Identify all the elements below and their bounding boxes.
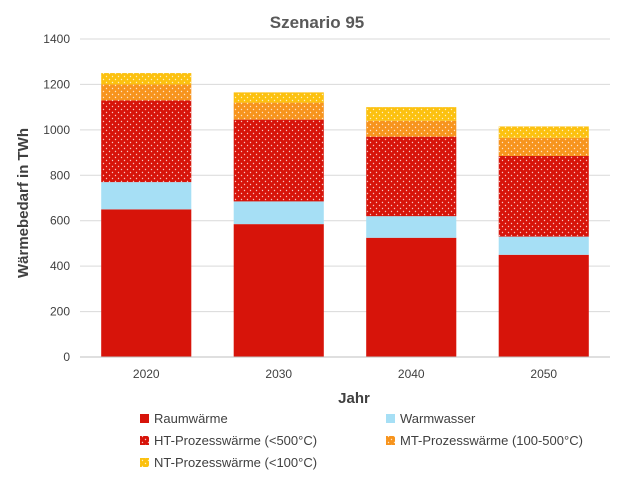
y-tick-label: 1400 <box>43 32 70 46</box>
y-axis-ticks: 0 200 400 600 800 1000 1200 1400 <box>43 32 70 364</box>
legend-label-raumw-rme: Raumwärme <box>154 411 228 426</box>
legend-swatch-nt-prozessw-rme-100-c <box>140 458 149 467</box>
bar-2020-mt-prozessw-rme-100-500-c <box>101 84 192 101</box>
x-axis-ticks: 2020 2030 2040 2050 <box>133 367 558 381</box>
y-tick-label: 800 <box>50 168 70 182</box>
bar-2050-ht-prozessw-rme-500-c <box>498 155 589 237</box>
y-tick-label: 1000 <box>43 123 70 137</box>
bar-2050-mt-prozessw-rme-100-500-c <box>498 137 589 156</box>
legend-swatch-raumw-rme <box>140 414 149 423</box>
legend-swatch-ht-prozessw-rme-500-c <box>140 436 149 445</box>
x-axis-title: Jahr <box>338 390 370 407</box>
bars <box>101 73 589 357</box>
legend-swatch-warmwasser <box>386 414 395 423</box>
bar-2020-ht-prozessw-rme-500-c <box>101 100 192 183</box>
y-tick-label: 600 <box>50 214 70 228</box>
bar-2040-warmwasser <box>366 216 457 238</box>
y-axis-title: Wärmebedarf in TWh <box>15 128 32 278</box>
bar-2040-ht-prozessw-rme-500-c <box>366 136 457 217</box>
legend: Raumwärme Warmwasser HT-Prozesswärme (<500… <box>140 411 583 470</box>
bar-2040-raumw-rme <box>366 237 457 357</box>
bar-2030-nt-prozessw-rme-100-c <box>233 92 324 103</box>
bar-2030-ht-prozessw-rme-500-c <box>233 119 324 202</box>
bar-2050-nt-prozessw-rme-100-c <box>498 126 589 138</box>
y-tick-label: 200 <box>50 305 70 319</box>
legend-label-nt-prozessw-rme-100-c: NT-Prozesswärme (<100°C) <box>154 455 317 470</box>
x-tick-label: 2030 <box>265 367 292 381</box>
legend-swatch-mt-prozessw-rme-100-500-c <box>386 436 395 445</box>
bar-2050-warmwasser <box>498 236 589 255</box>
bar-2020-warmwasser <box>101 182 192 210</box>
chart-title: Szenario 95 <box>270 13 365 32</box>
legend-label-ht-prozessw-rme-500-c: HT-Prozesswärme (<500°C) <box>154 433 317 448</box>
bar-2030-mt-prozessw-rme-100-500-c <box>233 102 324 120</box>
x-tick-label: 2040 <box>398 367 425 381</box>
bar-2040-nt-prozessw-rme-100-c <box>366 107 457 121</box>
bar-2030-raumw-rme <box>233 224 324 357</box>
bar-2020-nt-prozessw-rme-100-c <box>101 73 192 85</box>
bar-2030-warmwasser <box>233 201 324 225</box>
y-tick-label: 0 <box>63 350 70 364</box>
legend-label-mt-prozessw-rme-100-500-c: MT-Prozesswärme (100-500°C) <box>400 433 583 448</box>
x-tick-label: 2050 <box>530 367 557 381</box>
legend-label-warmwasser: Warmwasser <box>400 411 476 426</box>
x-tick-label: 2020 <box>133 367 160 381</box>
y-tick-label: 1200 <box>43 77 70 91</box>
bar-2050-raumw-rme <box>498 254 589 357</box>
bar-2020-raumw-rme <box>101 209 192 357</box>
bar-2040-mt-prozessw-rme-100-500-c <box>366 120 457 137</box>
y-tick-label: 400 <box>50 259 70 273</box>
